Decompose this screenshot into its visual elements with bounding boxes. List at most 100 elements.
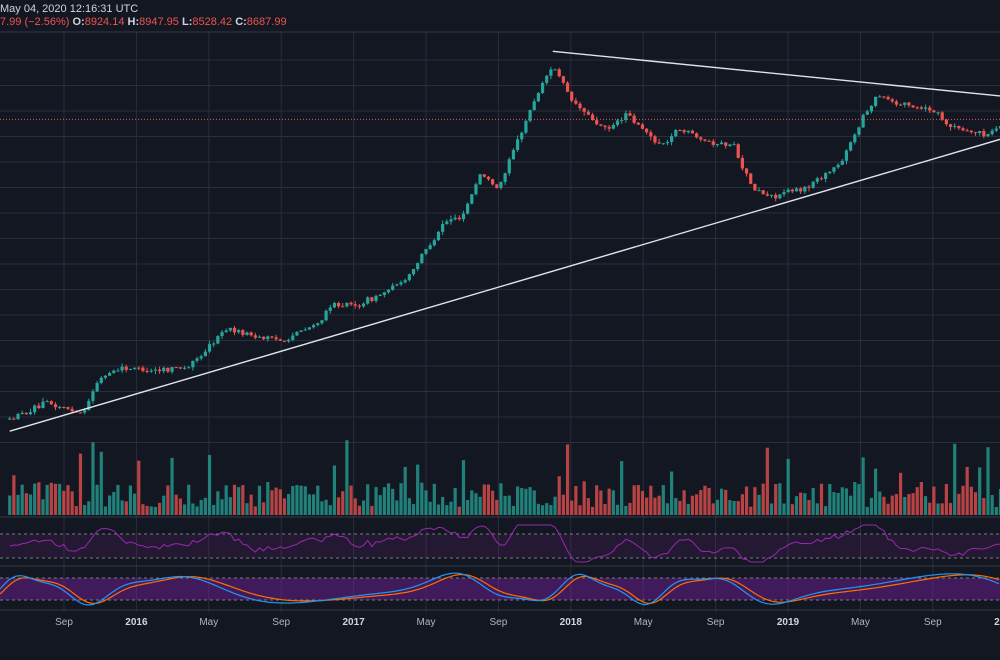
candle-body xyxy=(844,150,849,161)
candle-body xyxy=(87,400,91,411)
candle-body xyxy=(978,131,982,134)
volume-bar xyxy=(853,482,857,515)
candle-body xyxy=(499,181,503,188)
rsi-pane[interactable] xyxy=(0,524,1000,567)
candle-body xyxy=(903,102,907,105)
candle-body xyxy=(728,144,732,146)
stoch-d-line xyxy=(0,573,1000,605)
volume-bar xyxy=(195,506,199,515)
volume-bar xyxy=(203,497,207,515)
volume-bar xyxy=(495,499,499,515)
candle-body xyxy=(282,340,287,342)
candle-body xyxy=(241,330,245,335)
volume-bar xyxy=(403,466,407,515)
volume-bar xyxy=(869,497,874,515)
candle-body xyxy=(832,167,836,172)
candle-body xyxy=(657,142,661,144)
candle-body xyxy=(794,188,799,192)
candle-body xyxy=(961,128,965,131)
candle-body xyxy=(936,112,940,114)
candle-body xyxy=(374,295,378,301)
candle-body xyxy=(237,330,241,333)
candle-body xyxy=(790,189,794,192)
candle-body xyxy=(749,173,753,184)
candle-body xyxy=(482,174,486,177)
volume-bar xyxy=(836,492,840,515)
time-axis-label: 2017 xyxy=(342,617,365,628)
stoch-band xyxy=(0,578,1000,600)
candle-body xyxy=(944,119,948,125)
volume-bar xyxy=(794,496,799,515)
candle-body xyxy=(982,131,986,137)
volume-bar xyxy=(982,498,986,515)
volume-bar xyxy=(757,494,761,515)
time-axis-label: May xyxy=(634,617,653,628)
candle-body xyxy=(582,108,586,112)
open-value: 8924.14 xyxy=(84,16,125,28)
candle-body xyxy=(8,418,12,420)
candle-body xyxy=(774,194,778,199)
volume-bar xyxy=(270,490,274,515)
rsi-band xyxy=(0,534,1000,558)
volume-bar xyxy=(690,495,695,515)
candle-body xyxy=(341,306,345,308)
volume-bar xyxy=(590,506,595,515)
candle-body xyxy=(969,130,973,133)
candle-body xyxy=(474,184,478,195)
volume-bar xyxy=(170,457,174,515)
candle-body xyxy=(719,142,724,145)
volume-bar xyxy=(395,500,399,515)
candle-body xyxy=(395,284,399,286)
candle-body xyxy=(295,331,299,336)
candle-body xyxy=(769,194,774,196)
candle-body xyxy=(262,336,266,340)
volume-bar xyxy=(87,501,91,515)
candle-body xyxy=(449,219,453,222)
candle-body xyxy=(628,113,632,116)
candle-body xyxy=(228,327,232,331)
volume-bar xyxy=(70,491,74,515)
time-axis[interactable]: Sep 2016 May Sep 2017 May Sep 2018 May Sep 2019 May… xyxy=(55,617,1000,628)
volume-bar xyxy=(457,506,461,515)
volume-bar xyxy=(436,504,441,515)
candle-body xyxy=(665,142,670,144)
volume-bar xyxy=(99,451,103,515)
volume-bar xyxy=(832,492,836,515)
volume-bar xyxy=(83,505,87,515)
candle-body xyxy=(324,310,328,321)
candle-body xyxy=(640,124,645,129)
volume-bar xyxy=(582,481,586,515)
low-value: 8528.42 xyxy=(192,16,233,28)
candle-body xyxy=(507,159,511,174)
stochastic-pane[interactable] xyxy=(0,572,1000,611)
candle-body xyxy=(824,173,828,179)
price-pane[interactable] xyxy=(0,50,1000,432)
candle-body xyxy=(62,406,66,408)
volume-bar xyxy=(182,504,187,515)
candle-body xyxy=(253,335,257,338)
volume-bar xyxy=(311,494,316,515)
candle-body xyxy=(919,107,923,109)
volume-bar xyxy=(624,505,628,515)
volume-bar xyxy=(782,503,786,515)
candle-body xyxy=(849,142,853,151)
volume-bar xyxy=(707,487,711,515)
volume-bar xyxy=(178,498,182,515)
volume-bar xyxy=(266,482,270,515)
volume-bar xyxy=(386,483,391,515)
volume-bar xyxy=(274,487,278,515)
volume-bar xyxy=(491,490,495,515)
volume-bar xyxy=(786,458,790,515)
volume-bar xyxy=(969,486,973,515)
volume-bar xyxy=(765,447,769,515)
candle-body xyxy=(336,303,341,307)
volume-bar xyxy=(411,504,416,515)
volume-bar xyxy=(157,502,162,515)
candle-body xyxy=(624,113,628,120)
volume-bar xyxy=(424,490,428,515)
candle-body xyxy=(257,336,262,338)
candle-body xyxy=(898,104,903,106)
volume-bar xyxy=(24,493,28,515)
candle-body xyxy=(778,194,782,199)
